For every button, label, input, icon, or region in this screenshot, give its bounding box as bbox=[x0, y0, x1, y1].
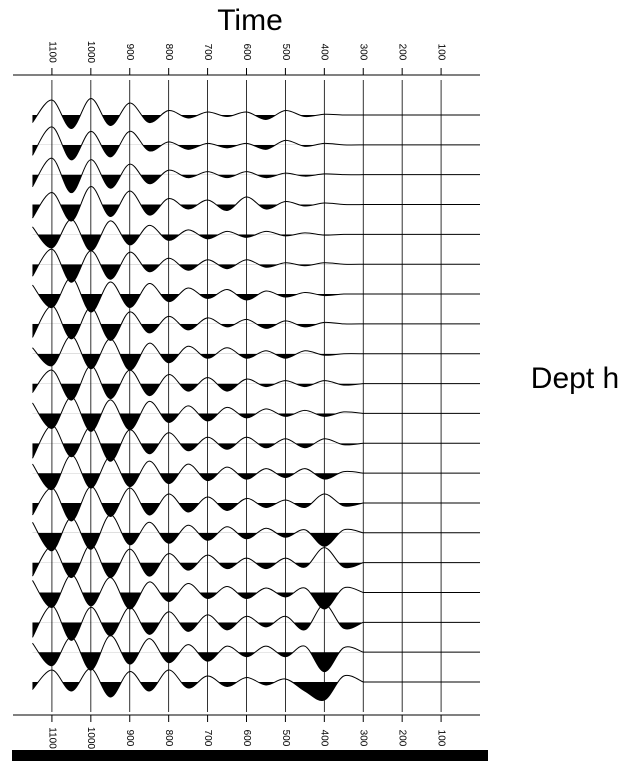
x-tick-label: 500 bbox=[280, 730, 291, 747]
x-tick-label: 400 bbox=[319, 730, 330, 747]
x-tick-label: 500 bbox=[280, 44, 291, 61]
x-tick-label: 1100 bbox=[46, 41, 57, 63]
wiggle-trace bbox=[32, 248, 364, 283]
wiggle-fill bbox=[32, 502, 364, 521]
axis-label: Dept h bbox=[531, 362, 619, 395]
x-tick-label: 900 bbox=[124, 44, 135, 61]
wiggle-fill bbox=[32, 174, 364, 193]
wiggle-trace bbox=[32, 277, 364, 313]
wiggle-fill bbox=[32, 562, 364, 578]
wiggle-fill bbox=[32, 592, 364, 609]
x-tick-label: 100 bbox=[435, 44, 446, 61]
x-tick-label: 200 bbox=[397, 44, 408, 61]
wiggle-fill bbox=[32, 443, 364, 462]
wiggle-trace bbox=[32, 157, 364, 194]
wiggle-trace bbox=[32, 218, 364, 252]
x-tick-label: 200 bbox=[397, 730, 408, 747]
wiggle-trace bbox=[32, 668, 364, 701]
x-tick-label: 1100 bbox=[46, 727, 57, 749]
x-tick-label: 400 bbox=[319, 44, 330, 61]
wiggle-fill bbox=[32, 264, 364, 283]
wiggle-fill bbox=[32, 115, 364, 129]
x-tick-label: 1000 bbox=[85, 41, 96, 64]
wiggle-fill bbox=[32, 622, 364, 641]
wiggle-fill bbox=[32, 204, 364, 222]
wiggle-fill bbox=[32, 144, 364, 160]
wiggle-fill bbox=[32, 652, 364, 672]
wiggle-trace bbox=[32, 603, 364, 641]
wiggle-trace bbox=[32, 454, 364, 491]
wiggle-fill bbox=[32, 682, 364, 701]
x-tick-label: 1000 bbox=[85, 727, 96, 750]
wiggle-trace bbox=[32, 305, 364, 341]
x-tick-label: 300 bbox=[358, 730, 369, 747]
wiggle-trace bbox=[32, 396, 364, 432]
wiggle-fill bbox=[32, 323, 364, 341]
x-tick-label: 800 bbox=[163, 730, 174, 747]
x-tick-label: 800 bbox=[163, 44, 174, 61]
wiggle-trace bbox=[32, 186, 364, 222]
x-tick-label: 700 bbox=[202, 730, 213, 747]
wiggle-trace bbox=[32, 335, 364, 371]
wiggle-trace bbox=[32, 365, 364, 401]
x-tick-label: 900 bbox=[124, 730, 135, 747]
bottom-bar bbox=[12, 750, 488, 761]
wiggle-trace bbox=[32, 544, 364, 579]
wiggle-trace bbox=[32, 97, 364, 130]
x-tick-label: 600 bbox=[241, 730, 252, 747]
wiggle-trace bbox=[32, 424, 364, 462]
wiggle-fill bbox=[37, 234, 344, 251]
x-tick-label: 100 bbox=[435, 730, 446, 747]
wiggle-trace bbox=[32, 573, 364, 610]
wiggle-trace bbox=[32, 485, 364, 522]
wiggle-trace bbox=[32, 514, 364, 552]
x-tick-label: 300 bbox=[358, 44, 369, 61]
x-tick-label: 600 bbox=[241, 44, 252, 61]
wiggle-fill bbox=[32, 383, 364, 401]
wiggle-trace bbox=[32, 126, 364, 161]
wiggle-fill bbox=[32, 353, 364, 371]
chart-title: Time bbox=[217, 4, 283, 37]
wiggle-fill bbox=[32, 294, 364, 313]
x-tick-label: 700 bbox=[202, 44, 213, 61]
wiggle-fill bbox=[38, 413, 338, 432]
